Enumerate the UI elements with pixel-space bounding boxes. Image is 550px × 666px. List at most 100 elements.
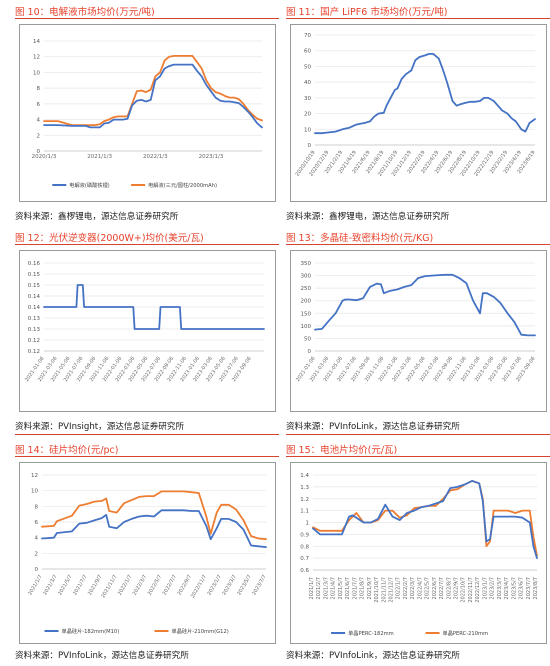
- y-tick-label: 1.1: [300, 509, 309, 515]
- y-tick-label: 60: [304, 49, 311, 55]
- x-tick-label: 2023/5/7: [236, 574, 252, 596]
- chart-wafer: 0 2 4 6 8 10 12 2021/1/72021/3/72021/5/72021/7/…: [27, 473, 267, 635]
- panel-title: 图 11：国产 LiPF6 市场均价(万元/吨): [286, 7, 448, 18]
- source-note: 资料来源：PVInfoLink，源达信息证券研究所: [286, 422, 460, 432]
- y-tick-label: 0.9: [300, 532, 309, 538]
- x-tick-label: 2021/9/7: [87, 574, 103, 596]
- y-tick-label: 6: [37, 102, 41, 108]
- x-tick-label: 2022/1/7: [117, 574, 133, 596]
- x-tick-label: 2020/1/3: [32, 154, 57, 160]
- title-divider: [15, 18, 279, 19]
- x-tick-label: 2023/8/7: [533, 577, 539, 599]
- title-divider: [15, 244, 279, 245]
- x-tick-label: 2022/12/7: [475, 577, 481, 603]
- x-tick-label: 2021/12/7: [388, 577, 394, 603]
- y-tick-label: 10: [31, 489, 38, 495]
- y-tick-label: 4: [37, 118, 41, 124]
- x-tick-label: 2021/9/7: [367, 577, 373, 599]
- y-tick-label: 10: [33, 70, 40, 76]
- y-tick-label: 250: [301, 286, 312, 292]
- x-tick-label: 2021/3/7: [42, 574, 58, 596]
- y-tick-label: 6: [35, 520, 39, 526]
- y-tick-label: 100: [301, 324, 312, 330]
- legend-label: 单晶PERC-182mm: [348, 629, 394, 637]
- x-tick-label: 2021/11/7: [100, 574, 118, 599]
- x-tick-label: 2021/4/7: [331, 577, 337, 599]
- y-tick-label: 8: [37, 86, 41, 92]
- panel-wafer: 图 14：硅片均价(元/pc) 0 2 4 6 8 10 12 2021/1/7 2021/3/…: [15, 442, 279, 664]
- title-divider: [286, 18, 550, 19]
- x-tick-label: 2021/7/7: [72, 574, 88, 596]
- chart-polysilicon: 0501001502002503003502021-01-062021-03-0…: [295, 261, 537, 383]
- series-line-1: [314, 273, 536, 337]
- x-tick-label: 2022/10/7: [461, 577, 467, 603]
- y-tick-label: 0.13: [28, 327, 41, 333]
- chart-frame: 0 2 4 6 8 10 12 2021/1/7 2021/3/7 2021/5/7 2021/7/…: [19, 462, 276, 644]
- y-tick-label: 150: [301, 311, 312, 317]
- panel-electrolyte: 图 10：电解液市场均价(万元/吨) 0 2 4 6 8 10 12 14 2020/1/3 20…: [15, 4, 279, 224]
- x-tick-label: 2023/1/3: [199, 154, 224, 160]
- panel-title: 图 15：电池片均价(元/瓦): [286, 445, 398, 456]
- chart-frame: 0 10 20 30 40 50 60 70 2020/10/19 2020/12/19 2021/…: [290, 24, 547, 202]
- x-tick-label: 2021/11/7: [381, 577, 387, 603]
- x-tick-label: 2023/3/7: [497, 577, 503, 599]
- y-tick-label: 1.2: [300, 497, 309, 503]
- y-tick-label: 0.6: [300, 568, 309, 574]
- panel-lipf6: 图 11：国产 LiPF6 市场均价(万元/吨) 0 10 20 30 40 50 60 70…: [286, 4, 550, 224]
- y-tick-label: 0: [308, 349, 312, 355]
- legend-label: 电解液(磷酸铁锂): [69, 181, 109, 189]
- y-tick-label: 8: [35, 504, 39, 510]
- panel-inverter: 图 12：光伏逆变器(2000W+)均价(美元/瓦) 0.12 0.12 0.13 0…: [15, 230, 279, 438]
- chart-frame: 0.12 0.12 0.13 0.13 0.14 0.14 0.15 0.15 0.16 2021…: [19, 250, 276, 412]
- y-tick-label: 14: [33, 39, 40, 45]
- x-tick-label: 2021/6/7: [345, 577, 351, 599]
- y-tick-label: 12: [33, 55, 40, 61]
- x-tick-label: 2023/6/7: [519, 577, 525, 599]
- x-tick-label: 2022/7/7: [162, 574, 178, 596]
- bottom-divider: [286, 434, 550, 435]
- x-tick-label: 2022/9/7: [454, 577, 460, 599]
- y-tick-label: 0.15: [28, 272, 41, 278]
- x-tick-label: 2021/1/7: [27, 574, 43, 596]
- x-tick-label: 2022/9/7: [177, 574, 193, 596]
- y-tick-label: 0: [35, 567, 39, 573]
- x-tick-label: 2022/3/7: [410, 577, 416, 599]
- y-tick-label: 200: [301, 299, 312, 305]
- chart-electrolyte: 0 2 4 6 8 10 12 14 2020/1/3 2021/1/3 2022/1/3 2023/…: [32, 39, 263, 189]
- panel-title: 图 13：多晶硅-致密料均价(元/KG): [286, 233, 434, 244]
- series-line-2: [43, 54, 263, 126]
- x-tick-label: 2022/11/7: [468, 577, 474, 603]
- x-tick-label: 2023/4/7: [504, 577, 510, 599]
- y-tick-label: 0.14: [28, 305, 41, 311]
- y-tick-label: 1.4: [300, 473, 309, 479]
- y-tick-label: 0: [308, 143, 312, 149]
- legend-label: 单晶硅片-182mm(M10): [62, 627, 120, 635]
- source-note: 资料来源：鑫椤锂电，源达信息证券研究所: [286, 212, 450, 222]
- x-tick-label: 2023/1/7: [482, 577, 488, 599]
- x-tick-label: 2022/5/7: [147, 574, 163, 596]
- legend-label: 单晶硅片-210mm(G12): [172, 627, 229, 635]
- panel-cell: 图 15：电池片均价(元/瓦) 0.6 0.7 0.8 0.9 1 1.1 1.2 1.3 1.…: [286, 442, 550, 664]
- series-line-2: [312, 479, 538, 557]
- bottom-divider: [15, 434, 279, 435]
- x-tick-label: 2021/5/7: [338, 577, 344, 599]
- x-tick-label: 2021/8/7: [360, 577, 366, 599]
- y-tick-label: 0.8: [300, 544, 309, 550]
- x-tick-label: 2022/11/7: [190, 574, 208, 599]
- y-tick-label: 2: [35, 551, 39, 557]
- y-tick-label: 50: [304, 64, 311, 70]
- x-tick-label: 2021/1/7: [309, 577, 315, 599]
- y-tick-label: 1: [306, 521, 310, 527]
- series-line-1: [314, 52, 536, 135]
- legend-label: 电解液(三元/圆柱/2000mAh): [148, 181, 217, 189]
- y-tick-label: 70: [304, 33, 311, 39]
- chart-frame: 0 50 100 150 200 250 300 350 2021-01-06 2021-03-0…: [290, 250, 547, 412]
- y-tick-label: 50: [304, 336, 311, 342]
- x-tick-label: 2021/1/3: [87, 154, 112, 160]
- x-tick-label: 2023/7/7: [526, 577, 532, 599]
- y-tick-label: 10: [304, 127, 311, 133]
- title-divider: [286, 456, 550, 457]
- series-line-1: [312, 479, 538, 559]
- x-tick-label: 2022/1/3: [143, 154, 168, 160]
- source-note: 资料来源：PVInfoLink，源达信息证券研究所: [286, 651, 460, 661]
